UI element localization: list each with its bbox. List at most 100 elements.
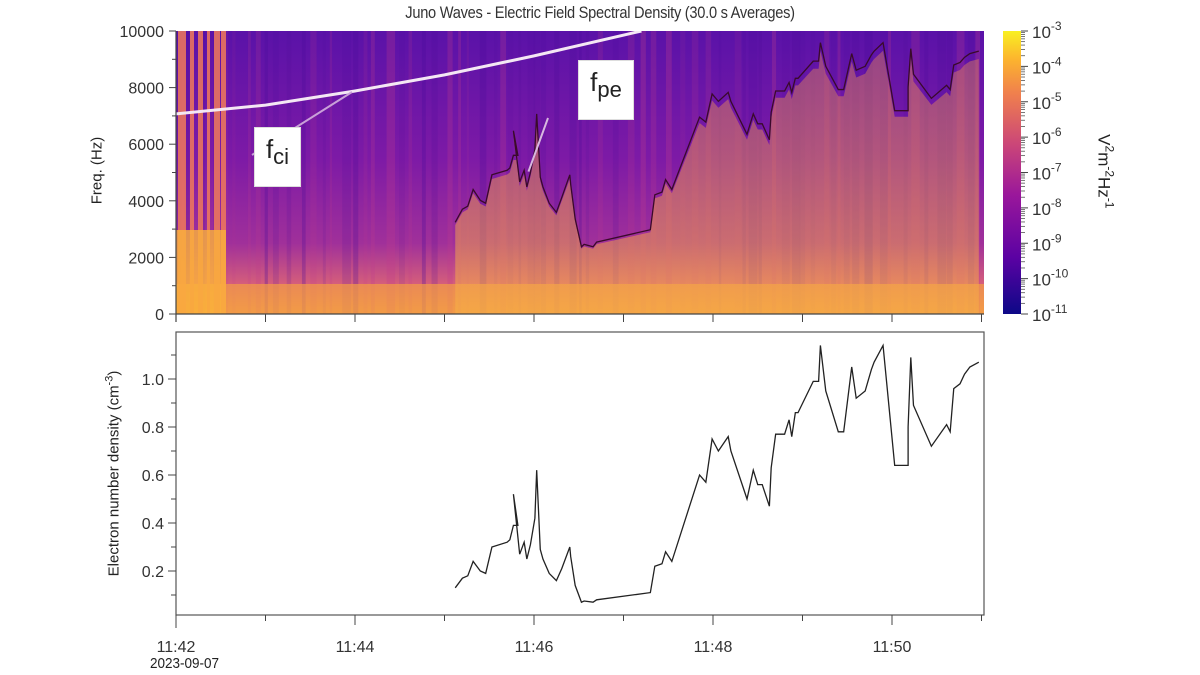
- spectrogram-stripe: [322, 31, 326, 314]
- freq-tick-label: 6000: [128, 137, 164, 154]
- spectrogram-stripe: [329, 31, 333, 314]
- spectrogram-stripe: [650, 31, 657, 314]
- date-label: 2023-09-07: [150, 655, 220, 672]
- spectrogram-stripe: [500, 31, 507, 314]
- cbar-label-hz: Hz: [1094, 177, 1114, 198]
- freq-tick-label: 4000: [128, 194, 164, 211]
- time-tick-label: 11:42: [157, 639, 196, 656]
- density-axis-label-main: Electron number density (cm: [105, 385, 123, 577]
- spectrogram-stripe: [494, 31, 498, 314]
- density-tick-label: 0.6: [142, 468, 164, 485]
- time-tick-label: 11:46: [515, 639, 554, 656]
- spectrogram-stripe: [540, 31, 547, 314]
- spectrogram-stripe: [363, 31, 368, 314]
- spectrogram-stripe: [184, 31, 190, 314]
- spectrogram-stripe: [554, 31, 560, 314]
- density-tick-label: 0.4: [142, 516, 164, 533]
- spectrogram-stripe: [408, 31, 413, 314]
- colorbar-tick-label: 10-3: [1032, 19, 1062, 42]
- colorbar-tick-label: 10-5: [1032, 90, 1062, 113]
- spectrogram-stripe: [310, 31, 317, 314]
- density-axis-label-exp: -3: [103, 375, 116, 386]
- spectrogram-stripe: [585, 31, 590, 314]
- fpe-label: f pe: [578, 60, 634, 120]
- freq-tick-label: 2000: [128, 250, 164, 267]
- density-axis-label-close: ): [105, 370, 123, 376]
- spectrogram-stripe: [597, 31, 603, 314]
- spectrogram-stripe: [421, 31, 426, 314]
- spectrogram-stripe: [579, 31, 582, 314]
- colorbar-tick-label: 10-10: [1032, 267, 1069, 290]
- density-tick-label: 0.2: [142, 564, 164, 581]
- spectrogram-stripe: [398, 31, 405, 314]
- freq-tick-label: 10000: [120, 24, 165, 41]
- spectrogram-stripe: [342, 31, 351, 314]
- fci-label-f: f: [265, 134, 274, 164]
- fpe-emission-fill: [455, 50, 979, 314]
- fpe-label-sub: pe: [597, 77, 622, 102]
- freq-tick-label: 0: [155, 307, 164, 324]
- spectrogram-stripe: [665, 31, 672, 314]
- cbar-label-exp2: -2: [1102, 166, 1117, 178]
- fpe-pointer: [527, 117, 549, 172]
- bright-vertical-line: [214, 31, 220, 314]
- density-panel: 0.2 0.4 0.6 0.8 1.0 11:42 11:44 11:46 11:48 11:50: [142, 331, 985, 656]
- bright-vertical-line: [198, 31, 203, 314]
- density-axis-label: Electron number density (cm-3): [104, 329, 123, 619]
- colorbar-label: V2m-2Hz-1: [1094, 96, 1117, 246]
- spectrogram-stripe: [247, 31, 251, 314]
- fpe-curve: [454, 41, 979, 248]
- colorbar-ticks: 10-3 10-4 10-5 10-6 10-7 10-8 10-9 10-10 10-11: [1021, 19, 1069, 325]
- spectrogram-stripe: [569, 31, 577, 314]
- bright-vertical-line: [178, 31, 186, 314]
- colorbar-tick-label: 10-4: [1032, 54, 1062, 77]
- colorbar-tick-label: 10-11: [1032, 302, 1068, 325]
- cbar-label-m: m: [1094, 152, 1114, 167]
- fpe-label-f: f: [590, 67, 598, 97]
- spectrogram-stripe: [627, 31, 635, 314]
- density-tick-label: 0.8: [142, 420, 164, 437]
- colorbar-tick-label: 10-6: [1032, 125, 1062, 148]
- spectrogram-stripe: [458, 31, 462, 314]
- cbar-label-exp3: -1: [1102, 197, 1117, 209]
- chart-title: Juno Waves - Electric Field Spectral Den…: [405, 3, 795, 22]
- spectrogram-stripe: [466, 31, 469, 314]
- spectrogram-stripe: [612, 31, 619, 314]
- fci-label-sub: ci: [273, 144, 290, 169]
- spectrogram-stripe: [386, 31, 396, 314]
- spectrogram-stripe: [447, 31, 453, 314]
- fci-label: f ci: [254, 127, 301, 187]
- bright-vertical-line: [207, 31, 210, 314]
- density-line: [454, 343, 980, 604]
- colorbar-tick-label: 10-7: [1032, 161, 1062, 184]
- spectrogram-stripe: [518, 31, 522, 314]
- left-hot-region: [176, 230, 226, 314]
- spectrogram-emission: [455, 50, 979, 314]
- bright-vertical-line: [190, 31, 194, 314]
- colorbar-tick-label: 10-8: [1032, 196, 1062, 219]
- density-plot-frame: [175, 331, 985, 616]
- time-tick-label: 11:48: [694, 639, 733, 656]
- freq-axis-label: Freq. (Hz): [88, 136, 106, 205]
- spectrogram-stripe: [640, 31, 646, 314]
- time-tick-label: 11:44: [336, 639, 375, 656]
- time-tick-label: 11:50: [873, 639, 912, 656]
- colorbar: [1003, 31, 1021, 314]
- spectrogram-stripe: [232, 31, 236, 314]
- spectrogram-stripe: [479, 31, 487, 314]
- cbar-label-v: V: [1094, 134, 1114, 146]
- spectrogram-stripe: [370, 31, 375, 314]
- colorbar-tick-label: 10-9: [1032, 231, 1062, 254]
- bright-vertical-line: [221, 31, 226, 314]
- spectrogram-stripe: [431, 31, 438, 314]
- cbar-label-exp1: 2: [1102, 145, 1117, 153]
- density-axes: 0.2 0.4 0.6 0.8 1.0 11:42 11:44 11:46 11:48 11:50: [142, 354, 982, 656]
- spectrogram-stripe: [353, 31, 359, 314]
- spectrogram-axes: 0 2000 4000 6000 8000 10000: [120, 24, 984, 324]
- spectrogram-stripe: [301, 31, 306, 314]
- freq-tick-label: 8000: [128, 81, 164, 98]
- density-tick-label: 1.0: [142, 372, 164, 389]
